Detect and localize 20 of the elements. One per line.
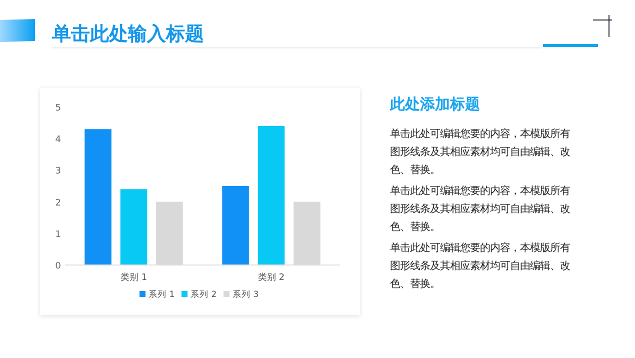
y-tick-label: 0 (55, 262, 62, 272)
y-tick-label: 4 (55, 135, 62, 146)
bar (258, 126, 285, 265)
y-tick-label: 2 (55, 198, 61, 208)
text: 单击此处可编辑您要的内容，本模版所有图形线条及其相应素材均可自由编辑、改色、替换。 (390, 185, 570, 233)
y-tick-label: 3 (55, 166, 61, 177)
legend-label: 系列 2 (190, 289, 217, 300)
text: 单击此处可编辑您要的内容，本模版所有图形线条及其相应素材均可自由编辑、改色、替换。 (390, 242, 570, 290)
x-tick-label: 类别 2 (258, 272, 285, 283)
bar (222, 186, 249, 265)
legend-label: 系列 1 (148, 289, 175, 300)
bar (120, 189, 148, 265)
text: 此处添加标题 (389, 95, 480, 113)
chart-title: 单击此处输入标题 (51, 23, 204, 45)
y-tick-label: 5 (55, 104, 61, 114)
bar (84, 129, 112, 265)
y-tick-label: 1 (55, 230, 61, 240)
x-tick-label: 类别 1 (120, 272, 148, 283)
legend-label: 系列 3 (232, 289, 259, 300)
text: 单击此处可编辑您要的内容，本模版所有图形线条及其相应素材均可自由编辑、改色、替换。 (390, 128, 570, 176)
